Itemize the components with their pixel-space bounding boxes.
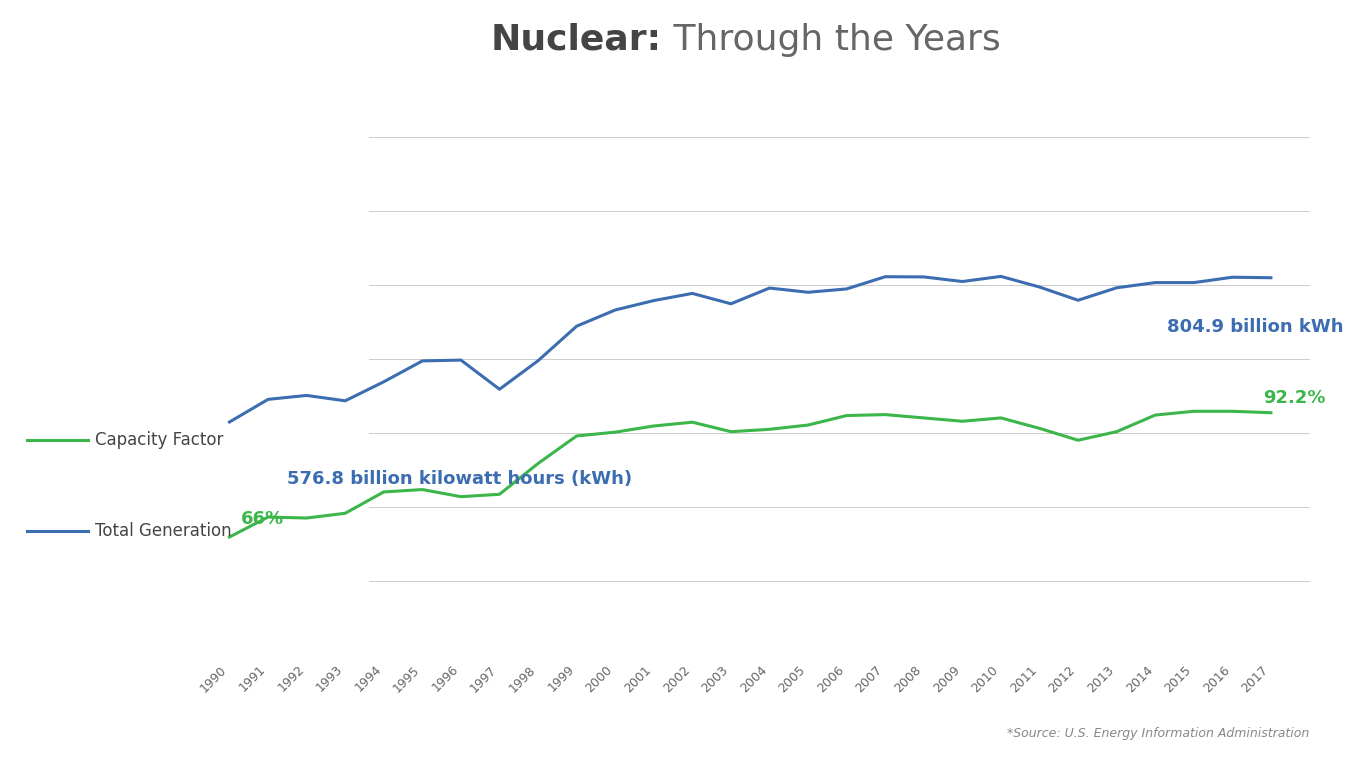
Text: Capacity Factor: Capacity Factor — [95, 431, 223, 449]
Text: 576.8 billion kilowatt hours (kWh): 576.8 billion kilowatt hours (kWh) — [288, 471, 633, 488]
Text: 804.9 billion kWh: 804.9 billion kWh — [1166, 317, 1343, 335]
Text: Nuclear:: Nuclear: — [490, 23, 662, 57]
Text: *Source: U.S. Energy Information Administration: *Source: U.S. Energy Information Adminis… — [1007, 727, 1310, 740]
Text: 92.2%: 92.2% — [1264, 389, 1326, 407]
Text: 66%: 66% — [242, 511, 285, 528]
Text: Total Generation: Total Generation — [95, 522, 231, 540]
Text: Through the Years: Through the Years — [662, 23, 1000, 57]
